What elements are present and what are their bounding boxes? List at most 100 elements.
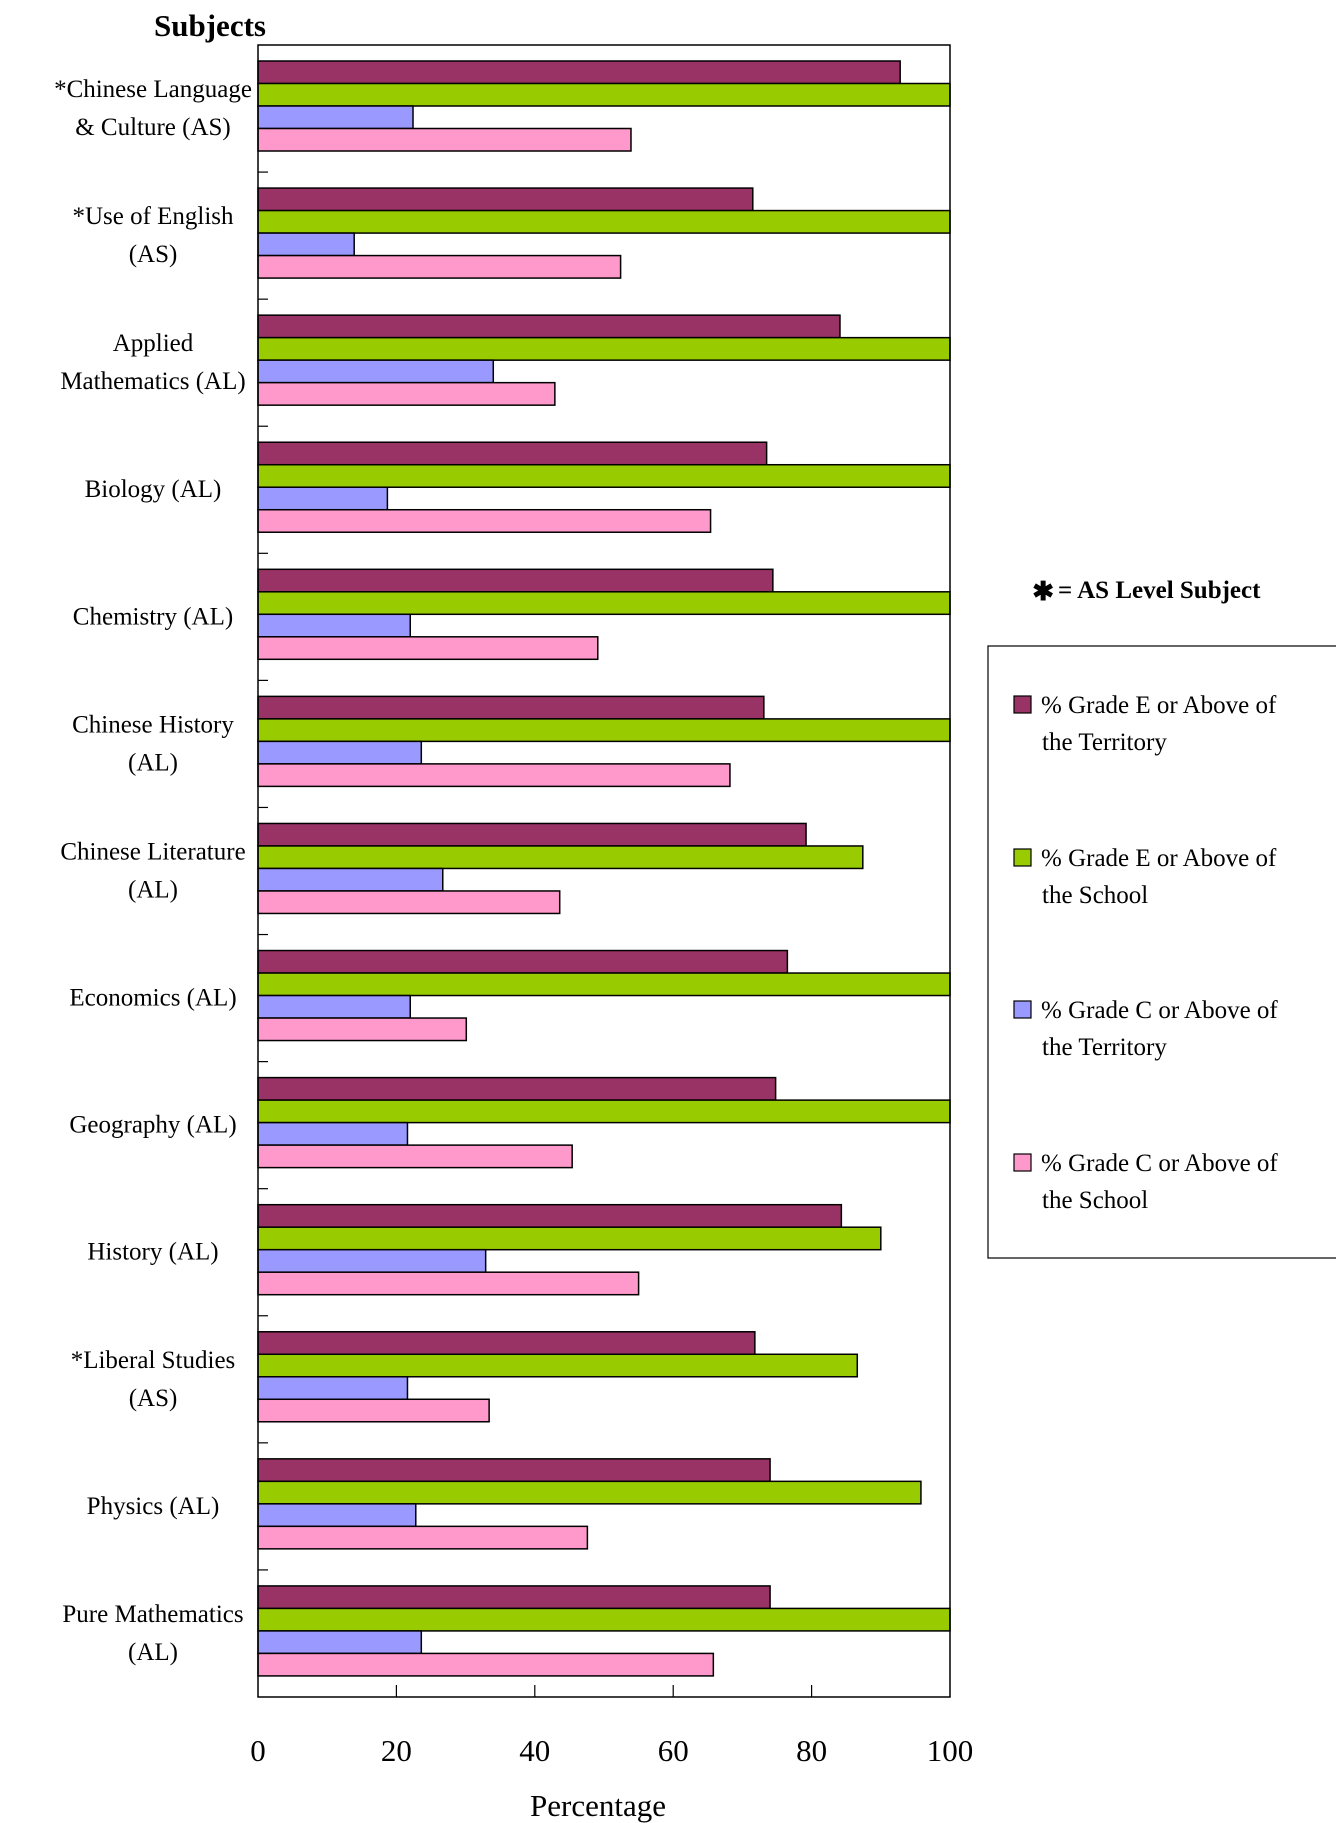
bar-2-9 xyxy=(257,1099,951,1124)
bar-3-9 xyxy=(257,1121,409,1146)
bar-2-8 xyxy=(257,972,951,997)
bar-1-3 xyxy=(257,314,841,339)
bar-1-4 xyxy=(257,441,768,466)
x-axis-label: Percentage xyxy=(530,1788,666,1823)
x-tick-label: 100 xyxy=(927,1733,974,1768)
bar-3-5 xyxy=(257,613,411,638)
bar-3-13 xyxy=(257,1630,423,1655)
bar-2-3 xyxy=(257,336,951,361)
bar-1-10 xyxy=(257,1203,843,1228)
category-label: (AL) xyxy=(128,876,178,903)
bar-4-9 xyxy=(257,1144,573,1169)
bar-1-13 xyxy=(257,1585,771,1610)
bar-1-11 xyxy=(257,1331,756,1356)
axes xyxy=(257,44,951,1698)
bar-2-13 xyxy=(257,1607,951,1632)
bar-2-5 xyxy=(257,591,951,616)
bar-1-2 xyxy=(257,187,754,212)
bar-4-8 xyxy=(257,1017,468,1042)
bar-3-3 xyxy=(257,359,495,384)
as-level-note: ✱ = AS Level Subject xyxy=(1032,577,1261,606)
x-tick-label: 80 xyxy=(796,1733,827,1768)
category-label: (AS) xyxy=(129,241,178,268)
bar-1-9 xyxy=(257,1076,777,1101)
bar-2-12 xyxy=(257,1480,922,1505)
legend: % Grade E or Above of the Territory % Grad… xyxy=(987,645,1336,1259)
bar-2-10 xyxy=(257,1226,882,1251)
category-label: Physics (AL) xyxy=(87,1493,220,1520)
bar-1-6 xyxy=(257,695,765,720)
x-tick-label: 0 xyxy=(250,1733,266,1768)
bars xyxy=(257,60,951,1677)
category-label: (AL) xyxy=(128,749,178,776)
bar-1-12 xyxy=(257,1458,771,1483)
legend-swatch xyxy=(1013,1153,1032,1172)
category-label: History (AL) xyxy=(87,1239,218,1266)
bar-4-5 xyxy=(257,636,599,661)
bar-4-13 xyxy=(257,1652,715,1677)
bar-4-7 xyxy=(257,890,561,915)
bar-1-8 xyxy=(257,949,789,974)
bar-3-10 xyxy=(257,1248,487,1273)
bar-4-4 xyxy=(257,508,712,533)
bar-2-6 xyxy=(257,718,951,743)
bar-3-11 xyxy=(257,1376,409,1401)
bar-4-12 xyxy=(257,1525,589,1550)
bar-4-2 xyxy=(257,254,622,279)
legend-label: % Grade C or Above of xyxy=(1041,1150,1278,1177)
category-label: Economics (AL) xyxy=(69,985,236,1012)
legend-label: the Territory xyxy=(1042,1034,1167,1061)
bar-2-1 xyxy=(257,82,951,107)
note-symbol: ✱ xyxy=(1032,577,1054,606)
bar-4-11 xyxy=(257,1398,490,1423)
category-labels: *Chinese Language & Culture (AS) *Use of E… xyxy=(54,76,252,1666)
category-label: (AS) xyxy=(129,1385,178,1412)
legend-label: the School xyxy=(1042,1187,1148,1214)
category-label: *Chinese Language xyxy=(54,76,252,103)
bar-3-1 xyxy=(257,105,414,130)
bar-4-3 xyxy=(257,381,556,406)
bar-2-11 xyxy=(257,1353,859,1378)
y-ticks xyxy=(258,171,268,1571)
x-ticks: 0 20 40 60 80 100 xyxy=(250,1685,973,1768)
category-label: Chinese History xyxy=(72,711,234,738)
legend-label: % Grade E or Above of xyxy=(1041,692,1277,719)
category-label: Applied xyxy=(113,330,194,357)
bar-1-1 xyxy=(257,60,901,85)
bar-2-7 xyxy=(257,845,864,870)
bar-3-8 xyxy=(257,994,411,1019)
category-label: Chinese Literature xyxy=(60,838,245,865)
x-tick-label: 60 xyxy=(658,1733,689,1768)
bar-1-7 xyxy=(257,822,807,847)
category-label: *Use of English xyxy=(72,203,234,230)
chart-title: Subjects xyxy=(154,8,266,43)
category-label: *Liberal Studies xyxy=(71,1347,236,1374)
category-label: Biology (AL) xyxy=(85,476,222,503)
bar-4-1 xyxy=(257,127,632,152)
bar-3-2 xyxy=(257,232,355,257)
legend-swatch xyxy=(1013,848,1032,867)
category-label: Geography (AL) xyxy=(69,1112,236,1139)
category-label: Mathematics (AL) xyxy=(60,368,245,395)
bar-3-6 xyxy=(257,740,423,765)
x-tick-label: 40 xyxy=(519,1733,550,1768)
bar-2-4 xyxy=(257,463,951,488)
legend-swatch xyxy=(1013,1000,1032,1019)
bar-2-2 xyxy=(257,209,951,234)
category-label: (AL) xyxy=(128,1639,178,1666)
legend-swatch xyxy=(1013,695,1032,714)
bar-3-4 xyxy=(257,486,389,511)
category-label: Pure Mathematics xyxy=(62,1601,243,1628)
bar-4-6 xyxy=(257,763,731,788)
legend-label: % Grade C or Above of xyxy=(1041,997,1278,1024)
bar-3-12 xyxy=(257,1503,417,1528)
legend-label: % Grade E or Above of xyxy=(1041,845,1277,872)
category-label: Chemistry (AL) xyxy=(73,603,233,630)
category-label: & Culture (AS) xyxy=(75,114,231,141)
legend-label: the Territory xyxy=(1042,729,1167,756)
legend-label: the School xyxy=(1042,882,1148,909)
plot-area xyxy=(257,44,951,1698)
x-tick-label: 20 xyxy=(381,1733,412,1768)
bar-4-10 xyxy=(257,1271,640,1296)
